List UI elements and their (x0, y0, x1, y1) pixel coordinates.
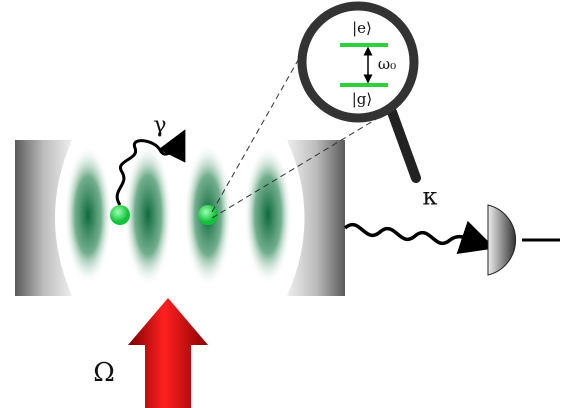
ground-label: |g⟩ (352, 90, 373, 108)
decay-label: γ (153, 113, 166, 138)
decay-arrow (115, 129, 186, 206)
magnifier-lens (297, 1, 419, 123)
drive-arrow (128, 298, 208, 408)
mode-lobe (124, 143, 172, 287)
transition-label: ω₀ (378, 55, 396, 73)
mode-lobe (64, 145, 112, 285)
atom (110, 205, 130, 225)
magnifier-handle (387, 107, 421, 183)
atom (198, 205, 218, 225)
detector (487, 204, 517, 276)
loss-label: κ (423, 183, 438, 211)
excited-label: |e⟩ (352, 19, 372, 37)
zoom-line (211, 24, 319, 213)
right-mirror (287, 140, 345, 296)
left-mirror (15, 140, 72, 296)
mode-lobe (244, 145, 292, 285)
zoom-line (211, 111, 389, 219)
output-arrow (343, 220, 496, 254)
drive-label: Ω (93, 358, 115, 388)
